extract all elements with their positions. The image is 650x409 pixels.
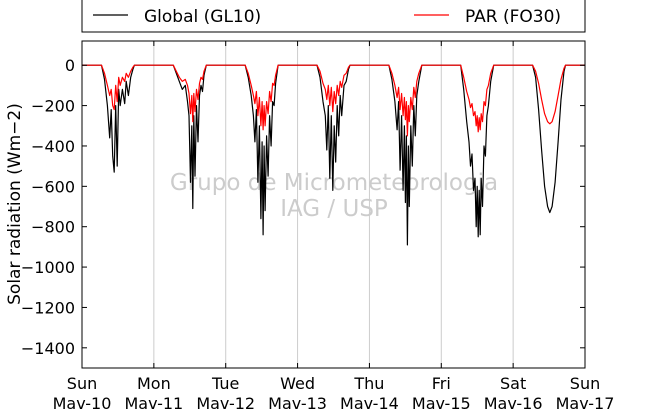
x-axis-ticks: SunMav-10MonMav-11TueMav-12WedMav-13ThuM…: [53, 41, 615, 409]
legend-label-global: Global (GL10): [144, 7, 261, 27]
y-tick-label: −600: [31, 177, 75, 196]
x-tick-label-day: Mon: [137, 374, 171, 393]
series-line-par: [82, 64, 585, 137]
x-tick-label-date: Mav-15: [412, 394, 471, 409]
y-tick-label: −200: [31, 97, 75, 116]
x-tick-label-date: Mav-13: [268, 394, 327, 409]
y-tick-label: −800: [31, 218, 75, 237]
y-axis-ticks: 0 −200 −400 −600 −800 −1000 −1200 −1400: [21, 56, 585, 358]
y-tick-label: −1400: [21, 339, 75, 358]
legend: Global (GL10) PAR (FO30): [81, 0, 586, 33]
y-tick-label: −400: [31, 137, 75, 156]
x-tick-label-date: Mav-14: [340, 394, 399, 409]
series-line-global: [82, 64, 585, 246]
x-tick-label-date: Mav-12: [196, 394, 255, 409]
y-tick-label: −1200: [21, 298, 75, 317]
watermark-line-1: Grupo de Micrometeorologia: [170, 170, 498, 196]
x-tick-label-day: Sat: [500, 374, 526, 393]
legend-box: [81, 0, 586, 33]
x-tick-label-day: Thu: [353, 374, 384, 393]
x-tick-label-day: Fri: [432, 374, 451, 393]
watermark-line-2: IAG / USP: [280, 196, 388, 222]
gridlines: [153, 41, 514, 368]
x-tick-label-date: Mav-16: [484, 394, 543, 409]
legend-label-par: PAR (FO30): [465, 7, 561, 27]
y-tick-label: −1000: [21, 258, 75, 277]
x-tick-label-day: Tue: [211, 374, 239, 393]
watermark: Grupo de Micrometeorologia IAG / USP: [170, 170, 498, 222]
x-tick-label-day: Sun: [67, 374, 97, 393]
x-tick-label-day: Sun: [570, 374, 600, 393]
plot-frame: [81, 40, 586, 369]
x-tick-label-day: Wed: [280, 374, 315, 393]
x-tick-label-date: Mav-11: [124, 394, 183, 409]
y-axis-label: Solar radiation (Wm−2): [5, 103, 25, 305]
y-tick-label: 0: [65, 56, 75, 75]
series-lines: [82, 64, 585, 246]
x-tick-label-date: Mav-10: [53, 394, 112, 409]
x-tick-label-date: Mav-17: [556, 394, 615, 409]
